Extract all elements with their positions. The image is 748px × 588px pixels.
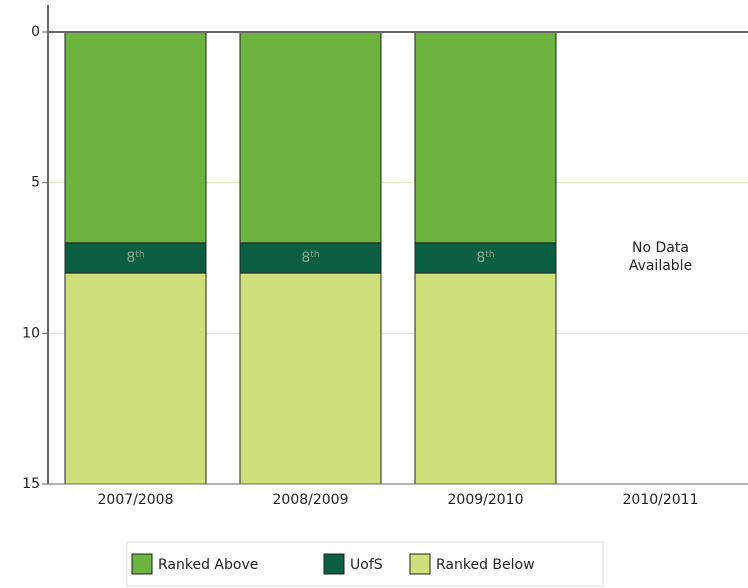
no-data-label: Available [629, 258, 692, 274]
legend-box [126, 541, 604, 587]
rank-label: 8th [476, 250, 494, 267]
bar-segment [414, 31, 557, 244]
bar-segment [239, 242, 382, 274]
bar-segment [239, 31, 382, 244]
rank-suffix: th [310, 250, 319, 260]
x-tick-label: 2009/2010 [448, 492, 524, 508]
legend-swatch [409, 553, 431, 575]
rank-number: 8 [301, 250, 310, 266]
y-tick-label: 0 [31, 24, 40, 40]
y-tick-label: 10 [22, 325, 40, 341]
bar-segment [239, 272, 382, 485]
rank-label: 8th [126, 250, 144, 267]
bar-segment [64, 242, 207, 274]
bar-segment [64, 31, 207, 244]
legend-label: Ranked Below [436, 557, 535, 573]
legend-swatch [323, 553, 345, 575]
x-tick-label: 2010/2011 [623, 492, 699, 508]
x-tick-label: 2007/2008 [98, 492, 174, 508]
y-tick-label: 5 [31, 175, 40, 191]
legend-label: Ranked Above [158, 557, 258, 573]
rank-number: 8 [126, 250, 135, 266]
legend-label: UofS [350, 557, 383, 573]
rank-suffix: th [485, 250, 494, 260]
x-tick-label: 2008/2009 [273, 492, 349, 508]
bar-segment [414, 272, 557, 485]
rank-number: 8 [476, 250, 485, 266]
bar-segment [64, 272, 207, 485]
rank-label: 8th [301, 250, 319, 267]
rank-suffix: th [135, 250, 144, 260]
y-tick-label: 15 [22, 476, 40, 492]
legend-swatch [131, 553, 153, 575]
no-data-label: No Data [632, 240, 689, 256]
